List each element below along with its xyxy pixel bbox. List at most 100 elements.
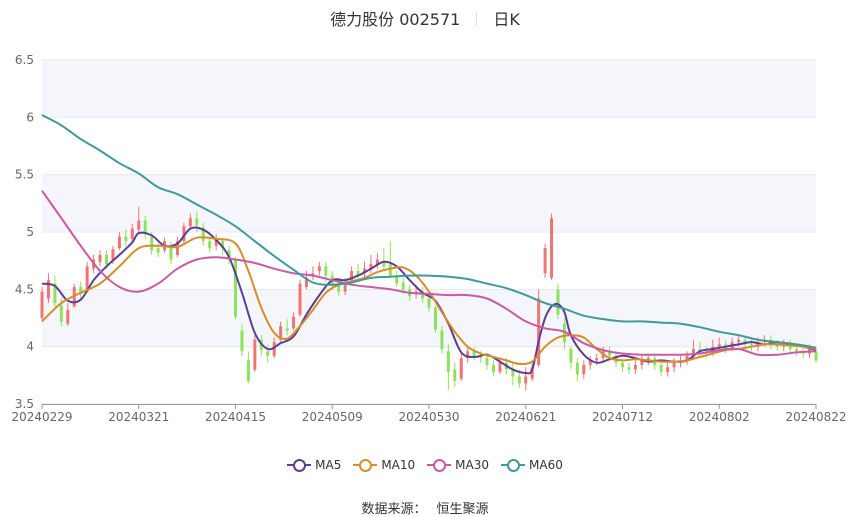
candle-body — [433, 307, 437, 330]
candle — [117, 232, 121, 251]
candle-body — [666, 367, 670, 372]
candle-body — [485, 358, 489, 366]
candle-body — [588, 360, 592, 366]
candle — [666, 362, 670, 377]
candle-body — [85, 266, 89, 292]
candle-body — [201, 227, 205, 242]
candle-body — [446, 351, 450, 372]
x-tick-label: 20240530 — [398, 410, 459, 424]
candle — [562, 319, 566, 349]
candle — [466, 346, 470, 363]
candle — [433, 305, 437, 333]
candle-body — [659, 365, 663, 372]
candle-body — [608, 351, 612, 356]
candle — [627, 362, 631, 375]
candle-body — [59, 305, 63, 322]
candle-body — [440, 330, 444, 349]
candle-body — [324, 266, 328, 276]
chart-title: 德力股份 002571 日K — [0, 6, 850, 29]
candle-body — [453, 369, 457, 382]
candle-body — [156, 248, 160, 253]
title-divider — [476, 12, 478, 26]
candle-body — [395, 275, 399, 284]
candle-body — [304, 277, 308, 288]
candle-body — [472, 351, 476, 356]
candle-body — [537, 298, 541, 366]
candle — [492, 360, 495, 377]
candle-body — [363, 268, 366, 274]
plot-background — [42, 60, 816, 347]
candle — [472, 346, 476, 361]
candle-body — [711, 346, 715, 354]
candle-body — [285, 328, 289, 331]
candle-body — [182, 226, 186, 242]
plot-band — [42, 60, 816, 118]
candle-body — [421, 291, 425, 299]
candle-body — [685, 355, 689, 361]
candle — [240, 323, 244, 356]
candle — [550, 213, 554, 281]
candle-body — [105, 254, 108, 265]
legend-item-ma60[interactable]: MA60 — [501, 458, 563, 472]
series-ma30-line — [41, 190, 817, 357]
legend-label: MA60 — [529, 458, 563, 472]
candle-body — [640, 360, 644, 366]
candle — [659, 360, 663, 377]
legend: MA5 MA10 MA30 MA60 — [0, 458, 850, 472]
candle-body — [356, 270, 360, 276]
candle-body — [795, 348, 799, 352]
legend-item-ma10[interactable]: MA10 — [353, 458, 415, 472]
candle — [266, 344, 270, 363]
candle-body — [691, 348, 695, 356]
candle — [46, 273, 50, 304]
candle-body — [175, 241, 179, 255]
legend-item-ma30[interactable]: MA30 — [427, 458, 489, 472]
candle-body — [562, 323, 566, 343]
y-axis: 3.5 4 4.5 5 5.5 6 6.5 — [15, 53, 34, 411]
candle-body — [150, 236, 154, 251]
candle-body — [272, 342, 276, 356]
candle — [421, 287, 425, 304]
candle-body — [227, 250, 231, 258]
candle-body — [66, 309, 70, 324]
candle-body — [543, 248, 547, 274]
candle-body — [401, 282, 405, 290]
legend-item-ma5[interactable]: MA5 — [287, 458, 341, 472]
candle-body — [621, 362, 624, 368]
candle-body — [595, 358, 599, 361]
candle — [511, 362, 515, 386]
candle-body — [775, 344, 779, 347]
stock-name: 德力股份 002571 — [330, 10, 461, 29]
candle-body — [750, 344, 753, 347]
candle-body — [40, 291, 44, 318]
data-source: 数据来源： 恒生聚源 — [0, 498, 850, 517]
candle-body — [111, 249, 115, 261]
candle — [234, 257, 237, 320]
candle-body — [698, 348, 702, 352]
candle-body — [350, 270, 354, 281]
candle-body — [234, 259, 237, 317]
candle-body — [459, 358, 463, 379]
candle — [717, 337, 721, 352]
candle-body — [517, 376, 521, 384]
y-tick-label: 3.5 — [15, 397, 34, 411]
candle — [556, 283, 560, 320]
candle-body — [79, 287, 83, 294]
candle — [524, 367, 528, 391]
candle-body — [550, 218, 554, 278]
candle-body — [279, 326, 283, 340]
candle — [53, 275, 57, 310]
legend-label: MA30 — [455, 458, 490, 472]
candle — [130, 223, 134, 242]
candle — [285, 319, 289, 336]
candle — [453, 362, 457, 387]
x-tick-label: 20240621 — [495, 410, 556, 424]
candle — [214, 234, 218, 251]
series-ma10-line — [41, 236, 817, 366]
candle-body — [143, 220, 147, 235]
candle-body — [253, 339, 257, 370]
candle-body — [530, 367, 534, 379]
candle-body — [124, 236, 128, 242]
candle — [137, 206, 141, 232]
candle-body — [492, 365, 495, 372]
